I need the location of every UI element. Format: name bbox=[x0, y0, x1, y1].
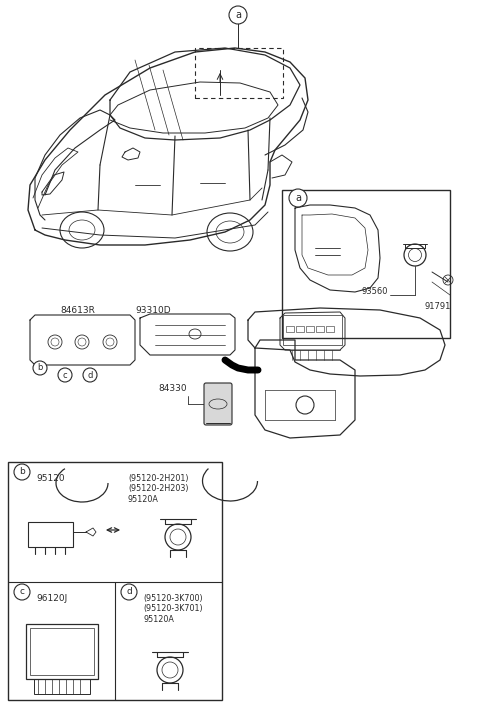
FancyBboxPatch shape bbox=[204, 383, 232, 425]
Bar bbox=[283, 315, 342, 345]
Bar bbox=[296, 326, 304, 332]
Text: (95120-3K700)
(95120-3K701)
95120A: (95120-3K700) (95120-3K701) 95120A bbox=[143, 594, 203, 624]
Bar bbox=[28, 522, 73, 547]
Bar bbox=[306, 326, 314, 332]
Bar bbox=[8, 462, 222, 700]
Text: c: c bbox=[20, 588, 24, 597]
Text: 93310D: 93310D bbox=[135, 306, 170, 315]
Text: a: a bbox=[235, 10, 241, 20]
Text: c: c bbox=[63, 371, 67, 379]
Bar bbox=[282, 190, 450, 338]
Text: 84613R: 84613R bbox=[60, 306, 95, 315]
Bar bbox=[326, 326, 334, 332]
Circle shape bbox=[229, 6, 247, 24]
Text: d: d bbox=[87, 371, 93, 379]
Text: a: a bbox=[295, 193, 301, 203]
Bar bbox=[30, 628, 94, 675]
Text: 95120: 95120 bbox=[36, 474, 65, 483]
Bar bbox=[34, 679, 90, 694]
Circle shape bbox=[14, 464, 30, 480]
Circle shape bbox=[14, 584, 30, 600]
Bar bbox=[286, 326, 294, 332]
Text: (95120-2H201)
(95120-2H203)
95120A: (95120-2H201) (95120-2H203) 95120A bbox=[128, 474, 189, 504]
Text: 84330: 84330 bbox=[158, 384, 187, 393]
Bar bbox=[26, 624, 98, 679]
Circle shape bbox=[58, 368, 72, 382]
Circle shape bbox=[83, 368, 97, 382]
Circle shape bbox=[33, 361, 47, 375]
Text: b: b bbox=[19, 468, 25, 476]
Bar bbox=[195, 48, 283, 98]
Text: 91791: 91791 bbox=[425, 302, 451, 311]
Circle shape bbox=[289, 189, 307, 207]
Text: 93560: 93560 bbox=[361, 287, 388, 297]
Text: d: d bbox=[126, 588, 132, 597]
Bar bbox=[316, 326, 324, 332]
Text: 96120J: 96120J bbox=[36, 594, 67, 603]
Circle shape bbox=[121, 584, 137, 600]
Text: b: b bbox=[37, 364, 43, 372]
